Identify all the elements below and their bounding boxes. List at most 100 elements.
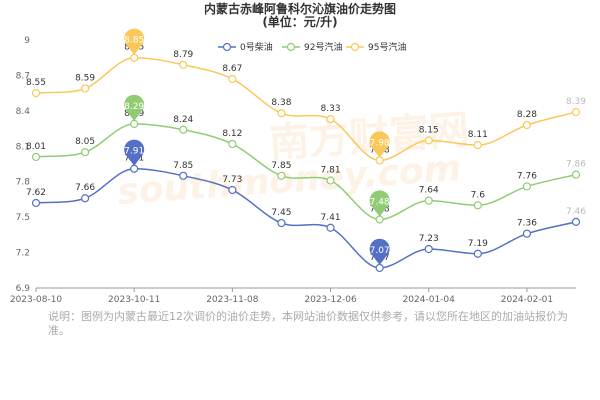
y-tick-label: 8.7	[16, 71, 30, 81]
data-label: 8.39	[566, 97, 586, 107]
data-point	[571, 107, 581, 117]
data-label: 7.76	[517, 171, 537, 181]
series-2: 8.558.598.858.798.678.388.337.988.158.11…	[26, 43, 586, 165]
x-tick-label: 2023-08-10	[10, 295, 63, 305]
data-label: 8.55	[26, 78, 46, 88]
data-point	[179, 171, 188, 180]
data-point	[31, 89, 41, 98]
data-label: 7.45	[271, 208, 291, 218]
pin-label: 8.29	[124, 102, 144, 112]
data-point	[31, 198, 41, 208]
watermark: 南方财富网 southmoney.com	[116, 107, 470, 213]
pin-label: 7.98	[370, 138, 390, 148]
data-point	[522, 229, 532, 238]
legend-marker	[350, 42, 360, 52]
data-label: 7.81	[321, 166, 341, 176]
data-label: 7.86	[566, 160, 586, 170]
legend: 0号柴油 92号汽油 95号汽油	[218, 41, 406, 53]
data-label: 7.64	[419, 186, 439, 196]
pin-label: 7.07	[370, 246, 390, 256]
legend-marker	[222, 42, 232, 52]
y-tick-label: 7.5	[16, 213, 30, 223]
y-tick-label: 7.8	[16, 178, 31, 188]
data-point	[80, 194, 90, 203]
legend-marker	[286, 42, 296, 52]
marker-pin: 8.85	[124, 28, 145, 55]
data-point	[522, 182, 532, 191]
x-tick-label: 2023-11-08	[206, 295, 259, 305]
marker-pin: 7.98	[369, 131, 390, 158]
data-point	[277, 109, 286, 118]
data-point	[326, 115, 335, 124]
data-point	[277, 218, 286, 228]
data-label: 8.15	[419, 125, 439, 135]
data-point	[228, 139, 237, 149]
data-label: 8.01	[26, 142, 46, 152]
data-label: 7.66	[75, 183, 95, 193]
data-label: 8.59	[75, 73, 95, 83]
data-label: 7.6	[471, 190, 486, 200]
pin-label: 7.48	[370, 198, 390, 208]
data-point	[424, 244, 433, 254]
data-label: 7.41	[321, 213, 341, 223]
x-tick-label: 2023-12-06	[304, 295, 357, 305]
data-point	[130, 119, 139, 128]
data-point	[80, 84, 90, 93]
data-point	[31, 152, 41, 162]
marker-pin: 7.07	[369, 238, 390, 265]
pin-label: 7.91	[124, 147, 144, 157]
data-point	[228, 74, 237, 84]
x-tick-label: 2024-02-01	[501, 295, 553, 305]
y-tick-label: 8.1	[16, 142, 30, 152]
x-tick-label: 2024-01-04	[403, 295, 456, 305]
data-point	[473, 201, 482, 210]
data-point	[424, 196, 433, 205]
pin-shape	[369, 190, 390, 217]
data-point	[179, 125, 188, 134]
legend-label: 0号柴油	[240, 41, 273, 53]
pin-shape	[124, 139, 145, 166]
data-point	[571, 170, 581, 179]
data-label: 8.79	[173, 50, 193, 60]
data-point	[473, 249, 482, 258]
data-point	[80, 148, 90, 157]
pin-shape	[369, 238, 390, 265]
legend-item-0: 0号柴油	[218, 41, 273, 53]
y-tick-label: 7.2	[16, 249, 30, 259]
data-point	[522, 120, 532, 130]
data-label: 8.33	[321, 104, 341, 114]
pin-shape	[369, 131, 390, 158]
data-label: 7.46	[566, 207, 586, 217]
legend-item-1: 92号汽油	[282, 41, 342, 53]
data-label: 8.11	[468, 130, 488, 140]
x-tick-label: 2023-10-11	[108, 295, 160, 305]
data-label: 7.73	[222, 175, 242, 185]
marker-pin: 7.48	[369, 190, 390, 217]
data-label: 8.24	[173, 115, 193, 125]
data-label: 7.62	[26, 188, 46, 198]
data-point	[326, 176, 335, 185]
legend-label: 92号汽油	[304, 41, 342, 53]
pin-shape	[124, 94, 145, 121]
y-tick-label: 6.9	[16, 284, 31, 294]
legend-label: 95号汽油	[368, 41, 406, 53]
data-point	[375, 156, 384, 165]
y-tick-label: 9	[24, 36, 30, 46]
data-point	[228, 185, 237, 195]
pin-label: 8.85	[124, 36, 144, 46]
data-label: 7.36	[517, 219, 537, 229]
data-point	[326, 223, 335, 232]
data-point	[375, 263, 384, 273]
marker-pin: 7.91	[124, 139, 145, 166]
data-point	[473, 141, 482, 150]
legend-item-2: 95号汽油	[346, 41, 406, 53]
pin-shape	[124, 28, 145, 55]
data-point	[571, 217, 581, 226]
data-label: 7.85	[271, 161, 291, 171]
data-label: 8.28	[517, 110, 537, 120]
marker-pin: 8.29	[124, 94, 145, 121]
data-label: 7.19	[468, 239, 488, 249]
chart-note: 说明：图例为内蒙古最近12次调价的油价走势，本网站油价数据仅供参考，请以您所在地…	[48, 310, 568, 337]
